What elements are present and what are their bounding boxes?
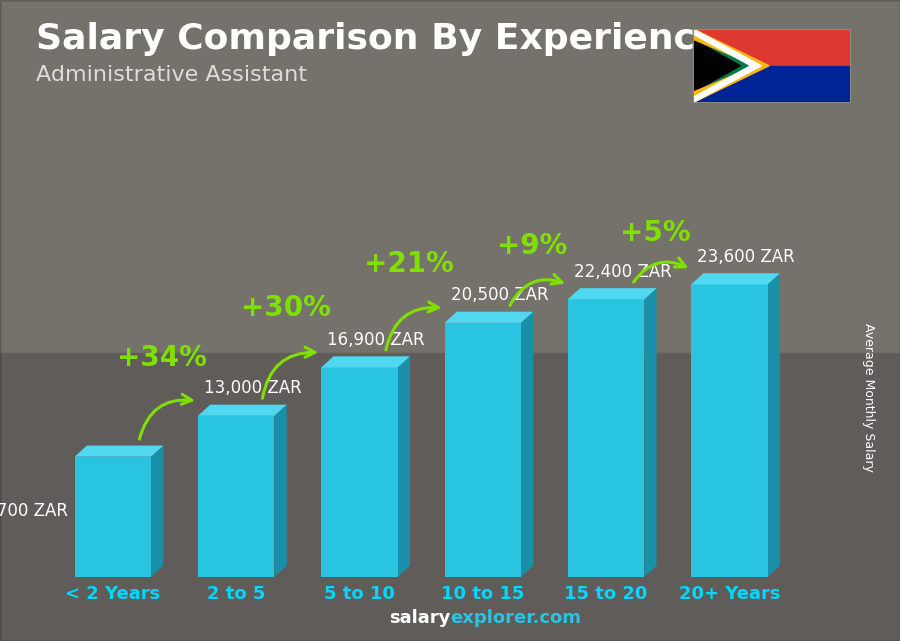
Polygon shape <box>398 356 410 577</box>
Polygon shape <box>768 273 780 577</box>
Polygon shape <box>693 29 761 66</box>
Text: Average Monthly Salary: Average Monthly Salary <box>862 323 875 472</box>
Polygon shape <box>198 404 287 416</box>
Text: 22,400 ZAR: 22,400 ZAR <box>574 263 671 281</box>
Polygon shape <box>693 29 761 103</box>
Text: Administrative Assistant: Administrative Assistant <box>36 65 307 85</box>
Text: 16,900 ZAR: 16,900 ZAR <box>328 331 425 349</box>
Polygon shape <box>693 29 770 66</box>
Text: salary: salary <box>389 609 450 627</box>
Bar <box>198 416 274 577</box>
Polygon shape <box>693 66 770 103</box>
Text: +5%: +5% <box>620 219 690 247</box>
Polygon shape <box>568 288 657 299</box>
Text: +9%: +9% <box>497 232 567 260</box>
Text: +30%: +30% <box>240 294 330 322</box>
Text: explorer.com: explorer.com <box>450 609 581 627</box>
Polygon shape <box>521 312 534 577</box>
Text: 9,700 ZAR: 9,700 ZAR <box>0 502 68 520</box>
Text: +21%: +21% <box>364 250 454 278</box>
Polygon shape <box>644 288 657 577</box>
Bar <box>0 0 900 353</box>
Polygon shape <box>75 445 164 456</box>
Bar <box>691 285 768 577</box>
Polygon shape <box>445 312 534 323</box>
Bar <box>321 367 398 577</box>
Polygon shape <box>693 66 761 103</box>
Bar <box>75 456 151 577</box>
Bar <box>445 323 521 577</box>
Polygon shape <box>691 273 780 285</box>
Polygon shape <box>274 404 287 577</box>
Bar <box>693 66 850 103</box>
Bar <box>0 353 900 641</box>
Polygon shape <box>693 39 740 92</box>
Text: +34%: +34% <box>117 344 207 372</box>
Bar <box>568 299 644 577</box>
Text: Salary Comparison By Experience: Salary Comparison By Experience <box>36 22 719 56</box>
Text: 20,500 ZAR: 20,500 ZAR <box>451 287 548 304</box>
Text: 13,000 ZAR: 13,000 ZAR <box>204 379 302 397</box>
Text: 23,600 ZAR: 23,600 ZAR <box>698 248 795 266</box>
Polygon shape <box>151 445 164 577</box>
Bar <box>693 29 850 66</box>
Polygon shape <box>321 356 410 367</box>
